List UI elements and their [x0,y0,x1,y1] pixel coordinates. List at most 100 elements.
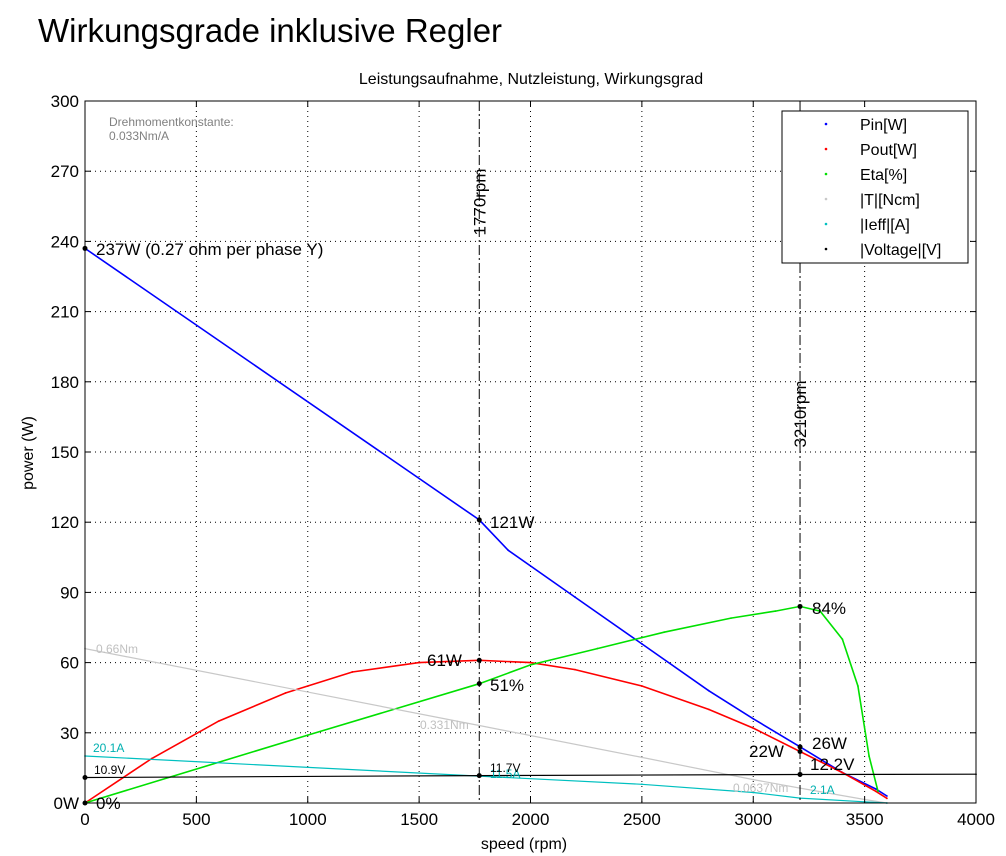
y-tick-label: 120 [51,513,79,532]
marker-point [476,681,482,687]
point-eta [774,610,777,613]
legend-marker [824,222,828,226]
annotation-voltage-1770: 11.7V [490,761,520,775]
annotation-drehmoment-value: 0.033Nm/A [109,129,169,143]
marker-point [797,603,803,609]
point-eta [868,755,870,758]
y-tick-label: 30 [60,724,79,743]
series-torque [84,648,887,804]
x-tick-label: 3500 [846,810,884,829]
x-tick-label: 1500 [400,810,438,829]
annotation-torque-start: 0.66Nm [96,642,138,656]
annotation-pin-1770: 121W [490,513,534,532]
legend-label: |T|[Ncm] [860,192,920,209]
point-pin [707,689,710,692]
vline-label: 3210rpm [791,380,810,447]
marker-point [476,657,482,663]
x-tick-label: 500 [182,810,210,829]
point-eta [857,685,859,687]
y-axis-ticks: 0W 30 60 90 120 150 180 210 240 270 300 [51,92,976,813]
y-tick-label: 150 [51,443,79,462]
annotation-pout-3210: 22W [749,742,784,761]
point-pin [874,788,877,790]
series-voltage [84,773,977,779]
legend-marker [824,122,828,126]
x-tick-label: 1000 [289,810,327,829]
point-pout [529,661,532,664]
annotation-voltage-3210: 12.2V [810,755,855,774]
chart-title: Leistungsaufnahme, Nutzleistung, Wirkung… [359,71,703,88]
point-pout [217,720,220,722]
series-eta [84,605,879,804]
annotation-eta-3210: 84% [812,599,846,618]
point-pout [574,668,576,671]
legend-label: Eta[%] [860,167,907,184]
point-pin [752,717,755,720]
page-title: Wirkungsgrade inklusive Regler [38,12,503,49]
y-tick-label: 60 [60,654,79,673]
x-tick-label: 2500 [623,810,661,829]
marker-point [797,771,803,777]
point-pin [507,549,510,552]
legend-label: Pin[W] [860,117,907,134]
legend-marker [824,147,828,151]
legend-box [781,110,969,264]
annotation-torque-3210: 0.0637Nm [733,781,788,795]
point-current [752,791,755,794]
vline-label: 1770rpm [470,168,489,235]
x-tick-label: 2000 [512,810,550,829]
point-pin [886,795,888,797]
series-current [84,755,887,804]
annotation-current-start: 20.1A [93,741,124,755]
marker-point [797,749,803,755]
point-torque [752,778,755,781]
point-eta [663,631,666,634]
annotation-current-3210: 2.1A [810,783,835,797]
y-tick-label: 300 [51,92,79,111]
x-tick-label: 4000 [957,810,995,829]
y-tick-label: 270 [51,162,79,181]
point-pout [886,797,888,800]
point-eta [841,638,844,641]
y-tick-label: 0W [54,794,80,813]
annotation-pin-3210: 26W [812,734,847,753]
point-current [640,783,643,786]
annotation-pin-start: 237W (0.27 ohm per phase Y) [96,240,323,259]
y-axis-label: power (W) [20,416,37,490]
point-eta [529,664,532,666]
x-axis-ticks: 0 500 1000 1500 2000 2500 3000 3500 4000 [80,101,995,829]
point-torque [640,756,643,759]
y-tick-label: 180 [51,373,79,392]
legend-marker [824,197,828,201]
legend-label: Pout[W] [860,142,917,159]
point-eta [596,647,599,650]
legend-marker [824,172,828,176]
point-eta [819,610,821,613]
point-pout [351,671,354,673]
annotation-eta-1770: 51% [490,676,524,695]
annotation-eta-zero: 0% [96,794,121,813]
legend-marker [824,247,828,251]
point-pout [752,727,755,730]
legend-label: |Voltage|[V] [860,242,941,259]
x-tick-label: 3000 [734,810,772,829]
marker-point [797,744,803,750]
point-eta [877,790,879,793]
annotation-voltage-start: 10.9V [94,763,125,777]
point-pout [418,661,421,664]
point-pout [874,790,877,793]
y-tick-label: 210 [51,303,79,322]
point-torque [478,724,481,727]
point-pout [640,685,643,687]
annotation-torque-1770: 0.331Nm [420,718,469,732]
point-pout [841,771,844,774]
y-tick-label: 240 [51,232,79,251]
point-pin [640,642,643,645]
point-eta [306,734,309,737]
annotation-current-1770: 11.5A [490,767,520,781]
series-pout [84,659,888,804]
y-tick-label: 90 [60,583,79,602]
marker-point [476,773,482,779]
point-pout [707,708,710,711]
